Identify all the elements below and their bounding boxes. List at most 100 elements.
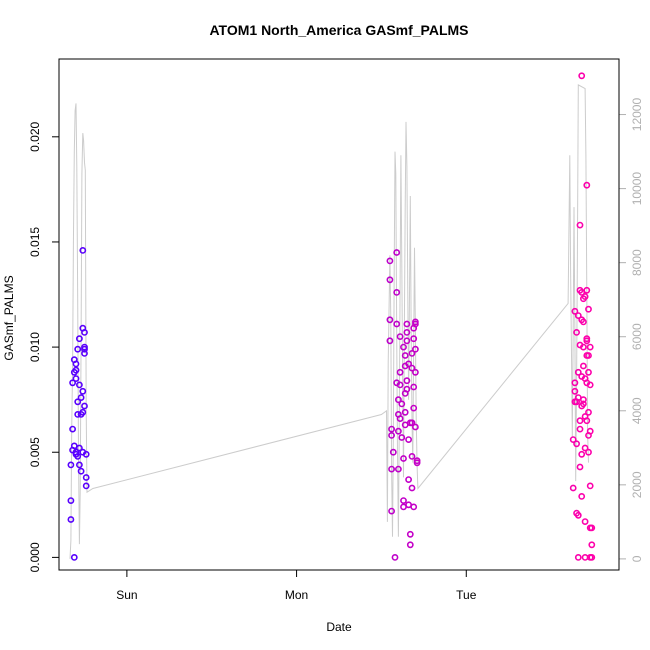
data-point	[393, 249, 401, 256]
data-point	[70, 554, 78, 561]
data-point	[581, 444, 589, 452]
axes: Sun Mon Tue 0.000 0.005 0.010 0.015 0.020 0 2000 4…	[28, 98, 644, 602]
data-point	[398, 434, 406, 441]
data-point	[403, 320, 411, 328]
x-axis-label: Date	[326, 620, 352, 634]
data-point	[67, 497, 75, 504]
y2-tick-label: 2000	[630, 471, 644, 498]
data-point	[581, 518, 589, 525]
y2-tick-label: 0	[630, 555, 644, 562]
data-point	[388, 431, 395, 439]
data-point	[406, 541, 414, 549]
data-point	[76, 444, 83, 452]
data-point	[394, 396, 402, 404]
data-point	[81, 328, 88, 336]
y-tick-label: 0.005	[28, 437, 42, 467]
data-point	[77, 467, 85, 475]
y-tick-label: 0.000	[28, 542, 42, 572]
y2-tick-label: 10000	[630, 172, 644, 206]
data-point	[81, 402, 88, 410]
data-point	[585, 305, 592, 313]
data-point	[76, 335, 83, 343]
data-point	[74, 398, 82, 406]
x-tick-label: Tue	[456, 588, 477, 602]
data-point	[410, 383, 418, 391]
y2-tick-label: 8000	[630, 249, 644, 276]
data-point	[583, 286, 591, 294]
data-point	[398, 400, 406, 408]
data-point	[388, 465, 395, 473]
data-point	[583, 181, 591, 189]
data-point	[396, 333, 404, 340]
data-point	[583, 417, 591, 425]
plot-frame	[58, 58, 620, 571]
data-point	[586, 427, 594, 435]
data-point	[410, 335, 418, 343]
data-point	[386, 337, 394, 345]
y-tick-label: 0.020	[28, 121, 42, 151]
data-point	[574, 511, 582, 519]
data-point	[403, 377, 411, 385]
altitude-line-layer	[69, 84, 589, 559]
data-point	[578, 450, 586, 458]
data-point	[574, 368, 582, 376]
data-point	[408, 484, 416, 492]
data-point	[72, 450, 80, 458]
data-point	[401, 389, 409, 397]
data-point	[391, 554, 399, 561]
data-point	[72, 366, 80, 374]
data-point	[76, 381, 83, 389]
data-point	[396, 381, 404, 389]
data-point	[405, 360, 412, 368]
data-point	[411, 320, 419, 328]
altitude-line	[69, 84, 589, 559]
data-point	[388, 507, 395, 515]
data-points-layer	[67, 72, 596, 561]
data-point	[400, 455, 407, 462]
data-point	[406, 530, 414, 538]
data-point	[408, 452, 416, 460]
data-point	[588, 541, 596, 549]
y-tick-label: 0.015	[28, 227, 42, 257]
data-point	[576, 463, 584, 471]
data-point	[580, 318, 587, 326]
data-point	[578, 492, 586, 500]
data-point	[578, 72, 586, 80]
data-point	[580, 362, 587, 370]
data-point	[410, 503, 418, 511]
data-point	[396, 368, 404, 376]
data-point	[588, 524, 596, 532]
data-point	[585, 368, 592, 376]
data-point	[400, 343, 407, 351]
data-point	[410, 404, 418, 412]
y-tick-label: 0.010	[28, 332, 42, 362]
data-point	[569, 436, 577, 443]
data-point	[405, 476, 412, 483]
y2-tick-label: 12000	[630, 98, 644, 132]
data-point	[580, 400, 587, 408]
data-point	[571, 379, 579, 387]
data-point	[576, 341, 584, 349]
data-point	[79, 408, 87, 416]
data-point	[74, 345, 82, 353]
data-point	[573, 440, 580, 448]
data-point	[67, 461, 75, 469]
data-point	[386, 316, 394, 324]
data-point	[573, 328, 580, 336]
data-point	[388, 425, 395, 433]
data-point	[581, 293, 589, 300]
data-point	[386, 257, 394, 265]
data-point	[394, 465, 402, 473]
data-point	[405, 436, 412, 443]
chart-title: ATOM1 North_America GASmf_PALMS	[209, 22, 468, 38]
data-point	[586, 343, 594, 351]
data-point	[411, 345, 419, 353]
data-point	[403, 328, 411, 336]
data-point	[571, 307, 579, 315]
data-point	[72, 360, 80, 368]
data-point	[585, 408, 592, 416]
data-point	[411, 368, 419, 376]
y2-tick-label: 6000	[630, 323, 644, 350]
data-point	[401, 352, 409, 359]
